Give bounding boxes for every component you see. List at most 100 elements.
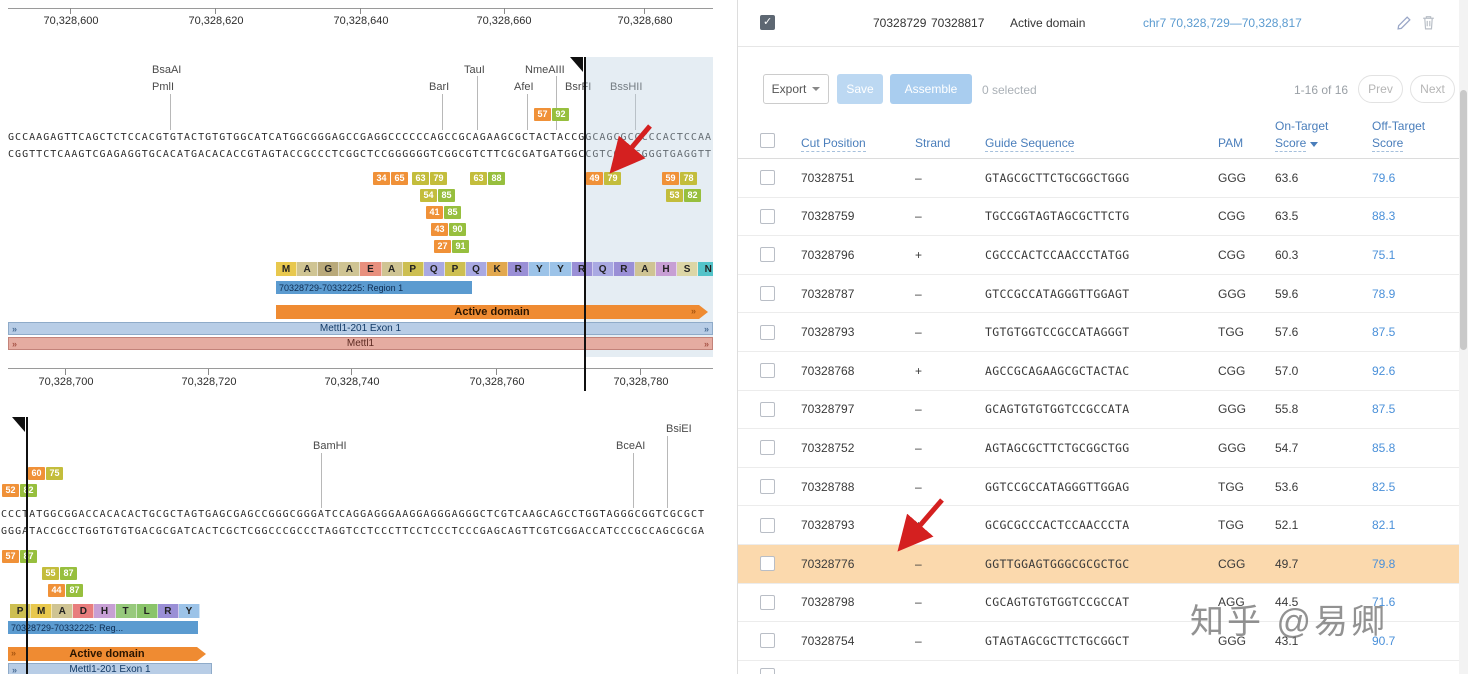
delete-trash-icon[interactable] [1420, 14, 1437, 31]
table-row-partial[interactable] [738, 661, 1459, 674]
reverse-strand-sequence[interactable]: CGGTTCTCAAGTCGAGAGGTGCACATGACACACCGTAGTA… [8, 149, 713, 160]
table-row[interactable]: 70328754 – GTAGTAGCGCTTCTGCGGCT GGG 43.1… [738, 622, 1459, 661]
amino-acid[interactable]: R [157, 604, 179, 618]
row-checkbox[interactable] [760, 556, 775, 572]
amino-acid[interactable]: Y [178, 604, 200, 618]
amino-acid[interactable]: A [381, 262, 403, 276]
enzyme-label-bari[interactable]: BarI [429, 81, 450, 93]
amino-acid[interactable]: H [94, 604, 116, 618]
off-target-score-link[interactable]: 90.7 [1372, 633, 1396, 648]
exon-annotation[interactable]: » Mettl1-201 Exon 1 » [8, 322, 713, 335]
amino-acid[interactable]: M [276, 262, 298, 276]
region-annotation[interactable]: 70328729-70332225: Region 1 [276, 281, 472, 294]
table-row[interactable]: 70328793 + GCGCGCCCACTCCAACCCTA TGG 52.1… [738, 506, 1459, 545]
header-cut-position[interactable]: Cut Position [801, 136, 866, 152]
row-checkbox[interactable] [760, 440, 775, 456]
table-row[interactable]: 70328759 – TGCCGGTAGTAGCGCTTCTG CGG 63.5… [738, 198, 1459, 237]
header-guide-sequence[interactable]: Guide Sequence [985, 136, 1075, 152]
amino-acid[interactable]: Q [465, 262, 488, 276]
next-button[interactable]: Next [1410, 75, 1455, 103]
enzyme-label-bceai[interactable]: BceAI [616, 440, 646, 452]
enzyme-label-pmli[interactable]: PmlI [152, 81, 174, 93]
off-target-score-link[interactable]: 87.5 [1372, 325, 1396, 340]
enzyme-label-nmeaiii[interactable]: NmeAIII [525, 64, 565, 76]
row-checkbox[interactable] [760, 594, 775, 610]
score-chip[interactable]: 57 92 [534, 108, 569, 121]
table-row[interactable]: 70328796 + CGCCCACTCCAACCCTATGG CGG 60.3… [738, 236, 1459, 275]
amino-acid[interactable]: R [508, 262, 530, 276]
header-off-target[interactable]: Off-Target [1372, 119, 1426, 133]
enzyme-label-bsshii[interactable]: BssHII [610, 81, 643, 93]
amino-acid[interactable]: Y [550, 262, 572, 276]
amino-acid[interactable]: E [360, 262, 382, 276]
edit-pencil-icon[interactable] [1396, 14, 1413, 31]
table-row[interactable]: 70328752 – AGTAGCGCTTCTGCGGCTGG GGG 54.7… [738, 429, 1459, 468]
enzyme-label-afei[interactable]: AfeI [514, 81, 534, 93]
forward-strand-sequence[interactable]: GCCAAGAGTTCAGCTCTCCACGTGTACTGTGTGGCATCAT… [8, 132, 713, 143]
enzyme-label-bamhi[interactable]: BamHI [313, 440, 347, 452]
scrollbar-thumb[interactable] [1460, 90, 1467, 350]
off-target-score-link[interactable]: 82.1 [1372, 518, 1396, 533]
off-target-score-link[interactable]: 82.5 [1372, 479, 1396, 494]
amino-acid[interactable]: S [677, 262, 699, 276]
header-pam[interactable]: PAM [1218, 136, 1244, 150]
amino-acid[interactable]: P [402, 262, 424, 276]
prev-button[interactable]: Prev [1358, 75, 1403, 103]
header-off-target-score[interactable]: Score [1372, 136, 1404, 152]
table-row[interactable]: 70328797 – GCAGTGTGTGGTCCGCCATA GGG 55.8… [738, 391, 1459, 430]
domain-location-link[interactable]: chr7 70,328,729—70,328,817 [1143, 16, 1302, 30]
row-checkbox[interactable] [760, 208, 775, 224]
region-annotation[interactable]: 70328729-70332225: Reg... [8, 621, 198, 634]
cut-marker-flag[interactable] [12, 417, 25, 432]
assemble-button[interactable]: Assemble [890, 74, 972, 104]
row-checkbox[interactable] [760, 286, 775, 302]
off-target-score-link[interactable]: 92.6 [1372, 363, 1396, 378]
amino-acid[interactable]: K [487, 262, 509, 276]
off-target-score-link[interactable]: 75.1 [1372, 247, 1396, 262]
reverse-strand-sequence[interactable]: GGGATACCGCCTGGTGTGTGACGCGATCACTCGCTCGGCC… [1, 526, 706, 537]
table-row[interactable]: 70328751 – GTAGCGCTTCTGCGGCTGGG GGG 63.6… [738, 159, 1459, 198]
amino-acid[interactable]: R [571, 262, 593, 276]
amino-acid[interactable]: M [31, 604, 53, 618]
amino-acid[interactable]: L [136, 604, 158, 618]
cut-position-marker[interactable] [26, 417, 28, 674]
off-target-score-link[interactable]: 79.8 [1372, 556, 1396, 571]
row-checkbox[interactable] [760, 363, 775, 379]
score-chip[interactable]: 34 65 [373, 172, 408, 185]
row-checkbox[interactable] [760, 170, 775, 186]
forward-strand-sequence[interactable]: CCCTATGGCGGACCACACACTGCGCTAGTGAGCGAGCCGG… [1, 509, 706, 520]
save-button[interactable]: Save [837, 74, 883, 104]
amino-acid[interactable]: A [297, 262, 319, 276]
score-chip[interactable]: 27 91 [434, 240, 469, 253]
amino-acid[interactable]: H [655, 262, 678, 276]
amino-acid[interactable]: Q [592, 262, 614, 276]
off-target-score-link[interactable]: 85.8 [1372, 440, 1396, 455]
off-target-score-link[interactable]: 78.9 [1372, 286, 1396, 301]
header-on-target-score[interactable]: Score [1275, 136, 1319, 152]
export-button[interactable]: Export [763, 74, 829, 104]
score-chip[interactable]: 63 88 [470, 172, 505, 185]
score-chip[interactable]: 43 90 [431, 223, 466, 236]
amino-acid[interactable]: R [613, 262, 635, 276]
amino-acid[interactable]: A [634, 262, 656, 276]
table-row[interactable]: 70328787 – GTCCGCCATAGGGTTGGAGT GGG 59.6… [738, 275, 1459, 314]
enzyme-label-bsiei[interactable]: BsiEI [666, 423, 692, 435]
score-chip[interactable]: 53 82 [666, 189, 701, 202]
header-strand[interactable]: Strand [915, 136, 951, 150]
amino-acid[interactable]: P [444, 262, 466, 276]
score-chip[interactable]: 63 79 [412, 172, 447, 185]
amino-acid[interactable]: Y [529, 262, 551, 276]
active-domain-annotation[interactable]: » Active domain [8, 647, 206, 661]
row-checkbox[interactable] [760, 517, 775, 533]
score-chip[interactable]: 57 87 [2, 550, 37, 563]
active-domain-annotation[interactable]: Active domain » [276, 305, 708, 319]
table-row[interactable]: 70328788 – GGTCCGCCATAGGGTTGGAG TGG 53.6… [738, 468, 1459, 507]
row-checkbox[interactable] [760, 633, 775, 649]
table-row[interactable]: 70328768 + AGCCGCAGAAGCGCTACTAC CGG 57.0… [738, 352, 1459, 391]
table-row[interactable]: 70328776 – GGTTGGAGTGGGCGCGCTGC CGG 49.7… [738, 544, 1459, 584]
cut-marker-flag[interactable] [570, 57, 583, 72]
score-chip-highlighted[interactable]: 49 79 [586, 172, 621, 185]
row-checkbox[interactable] [760, 401, 775, 417]
vertical-scrollbar[interactable] [1459, 0, 1468, 674]
score-chip[interactable]: 54 85 [420, 189, 455, 202]
